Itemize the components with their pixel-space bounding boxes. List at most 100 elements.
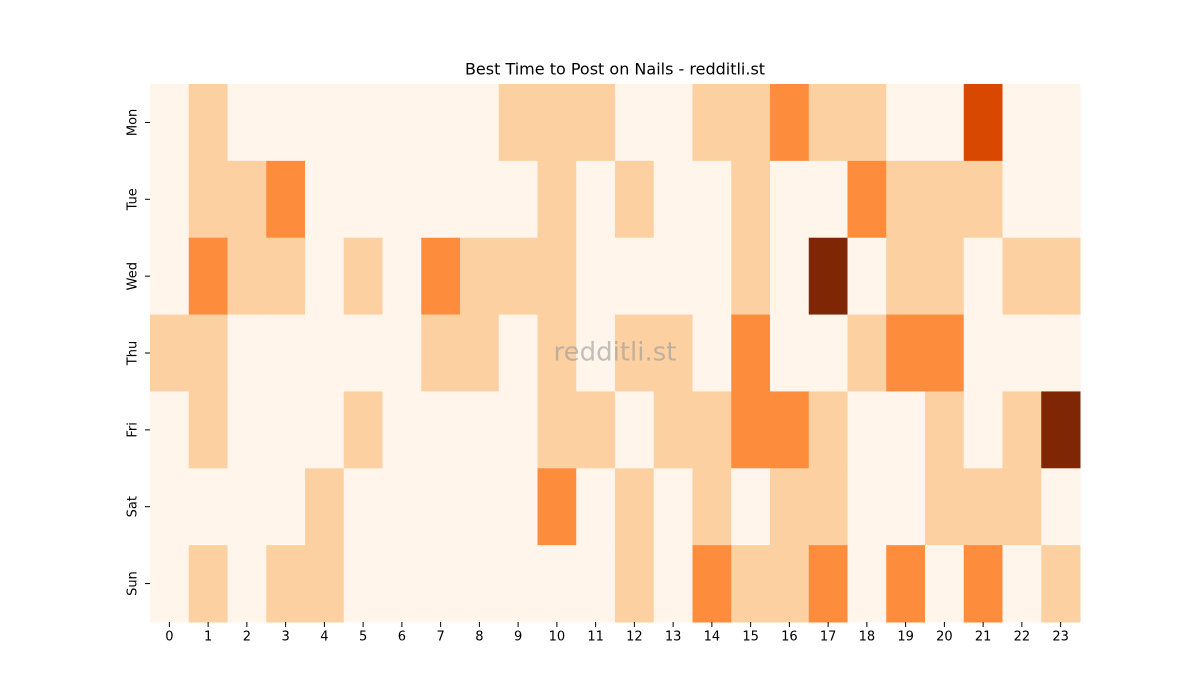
heatmap-cell [1002, 468, 1042, 546]
heatmap-cell [925, 84, 965, 162]
heatmap-cell [382, 391, 422, 469]
heatmap-cell [653, 160, 693, 239]
heatmap-cell [188, 160, 228, 239]
heatmap-cell [150, 391, 190, 469]
x-tick-label: 21 [975, 630, 992, 645]
heatmap-cell [653, 391, 693, 469]
heatmap-cell [576, 160, 616, 239]
heatmap-cell [576, 391, 616, 469]
x-tick-label: 4 [320, 630, 328, 645]
y-tick-label: Mon [126, 109, 141, 136]
heatmap-cell [188, 468, 228, 546]
heatmap-cell [576, 84, 616, 162]
heatmap-cell [188, 237, 228, 316]
x-tick-label: 17 [820, 630, 837, 645]
x-tick-label: 20 [936, 630, 953, 645]
heatmap-cell [925, 237, 965, 316]
heatmap-cell [886, 84, 926, 162]
y-tick-label: Sat [126, 496, 141, 517]
heatmap-cell [692, 468, 732, 546]
heatmap-cell [266, 545, 306, 623]
heatmap-cell [1041, 545, 1081, 623]
heatmap-cell [886, 391, 926, 469]
heatmap-cell [886, 468, 926, 546]
heatmap-cell [421, 314, 461, 392]
x-tick-label: 18 [859, 630, 876, 645]
heatmap-cell [615, 84, 655, 162]
heatmap-cell [692, 84, 732, 162]
x-tick-label: 0 [165, 630, 173, 645]
x-tick-label: 12 [626, 630, 643, 645]
heatmap-cell [808, 237, 848, 316]
heatmap-cell [808, 545, 848, 623]
heatmap-cell [460, 160, 500, 239]
heatmap-cell [615, 237, 655, 316]
heatmap-cell [576, 545, 616, 623]
x-tick-label: 3 [281, 630, 289, 645]
heatmap-cell [537, 314, 577, 392]
heatmap-cell [1002, 391, 1042, 469]
heatmap-cell [421, 468, 461, 546]
heatmap-cell [305, 84, 345, 162]
heatmap-cell [731, 314, 771, 392]
x-tick-label: 11 [587, 630, 604, 645]
y-tick-label: Fri [126, 422, 141, 438]
heatmap-cell [770, 237, 810, 316]
heatmap-cell [305, 314, 345, 392]
x-tick-label: 6 [398, 630, 406, 645]
heatmap-cell [925, 391, 965, 469]
heatmap-cell [770, 84, 810, 162]
heatmap-cell [1041, 160, 1081, 239]
heatmap-cell [1041, 468, 1081, 546]
heatmap-cell [808, 160, 848, 239]
heatmap-cell [808, 84, 848, 162]
heatmap-cell [847, 545, 887, 623]
heatmap-cell [460, 391, 500, 469]
heatmap-cell [731, 468, 771, 546]
heatmap-cell [692, 160, 732, 239]
heatmap-cell [847, 314, 887, 392]
heatmap-cell [1002, 314, 1042, 392]
y-tick-label: Wed [126, 262, 141, 290]
heatmap-cell [498, 314, 538, 392]
heatmap-cell [963, 314, 1003, 392]
heatmap-cell [537, 237, 577, 316]
heatmap-cell [150, 545, 190, 623]
heatmap-cell [847, 84, 887, 162]
heatmap-cell [421, 84, 461, 162]
heatmap-cell [925, 545, 965, 623]
heatmap-cell [692, 391, 732, 469]
heatmap-cell [305, 391, 345, 469]
x-tick-label: 9 [514, 630, 522, 645]
heatmap-cell [770, 545, 810, 623]
y-tick-label: Sun [126, 571, 141, 596]
heatmap-cell [537, 545, 577, 623]
heatmap-cell [1002, 84, 1042, 162]
heatmap-cell [963, 545, 1003, 623]
heatmap-cell [421, 237, 461, 316]
x-tick-label: 8 [475, 630, 483, 645]
x-tick-label: 1 [204, 630, 212, 645]
heatmap-cell [963, 237, 1003, 316]
heatmap-cell [305, 468, 345, 546]
heatmap-cell [498, 84, 538, 162]
heatmap-cell [227, 468, 267, 546]
heatmap-cell [305, 237, 345, 316]
heatmap-cell [498, 391, 538, 469]
heatmap-cell [770, 391, 810, 469]
heatmap-cell [382, 84, 422, 162]
heatmap-cell [227, 391, 267, 469]
heatmap-cell [150, 160, 190, 239]
heatmap-cell [576, 237, 616, 316]
heatmap-cell [266, 314, 306, 392]
heatmap-cell [576, 468, 616, 546]
heatmap-cell [847, 237, 887, 316]
heatmap-cell [692, 314, 732, 392]
heatmap-cell [227, 84, 267, 162]
heatmap-cell [1041, 314, 1081, 392]
heatmap-cell [886, 160, 926, 239]
heatmap-cell [305, 545, 345, 623]
heatmap-cell [343, 545, 383, 623]
x-tick-label: 15 [742, 630, 759, 645]
heatmap-cell [1041, 84, 1081, 162]
